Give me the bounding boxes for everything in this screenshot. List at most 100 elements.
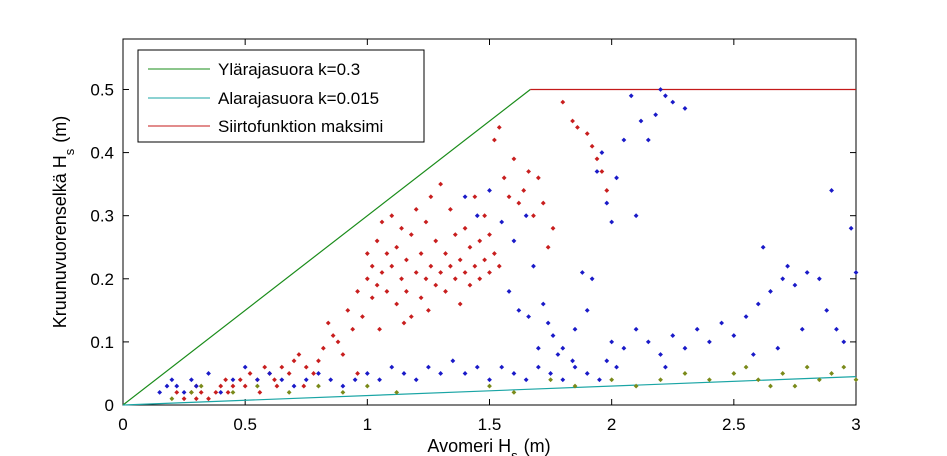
scatter-point-series-0 <box>377 326 382 332</box>
scatter-point-series-0 <box>467 282 473 288</box>
scatter-point-series-0 <box>206 396 211 402</box>
scatter-point-series-0 <box>311 371 316 376</box>
scatter-point-series-0 <box>364 276 370 282</box>
scatter-point-series-0 <box>452 276 458 282</box>
scatter-point-series-2 <box>731 371 737 376</box>
scatter-point-series-1 <box>731 333 737 338</box>
scatter-point-series-1 <box>560 377 566 383</box>
scatter-point-series-1 <box>474 364 480 370</box>
scatter-point-series-1 <box>462 194 468 200</box>
x-axis-ticks: 0 0.5 1 1.5 2 2.5 3 <box>118 39 861 434</box>
scatter-point-series-2 <box>853 377 859 383</box>
scatter-point-series-2 <box>804 364 810 370</box>
scatter-point-series-1 <box>755 301 761 307</box>
scatter-point-series-1 <box>572 364 578 370</box>
scatter-point-series-2 <box>286 389 292 395</box>
scatter-point-series-0 <box>438 270 444 275</box>
scatter-point-series-1 <box>523 377 529 383</box>
scatter-point-series-2 <box>169 396 175 402</box>
scatter-point-series-0 <box>399 276 404 282</box>
y-axis-label-sub: s <box>62 148 77 155</box>
scatter-point-series-1 <box>230 377 236 383</box>
scatter-point-series-0 <box>223 377 229 383</box>
scatter-point-series-1 <box>340 383 346 389</box>
scatter-point-series-0 <box>230 383 236 389</box>
scatter-point-series-1 <box>609 339 615 345</box>
scatter-point-series-0 <box>426 307 431 313</box>
scatter-point-series-0 <box>384 251 390 256</box>
scatter-point-series-1 <box>516 307 522 313</box>
scatter-point-series-0 <box>218 383 224 389</box>
scatter-point-series-0 <box>423 276 429 282</box>
scatter-point-series-2 <box>816 377 822 383</box>
scatter-point-series-1 <box>523 213 529 219</box>
scatter-point-series-1 <box>426 364 431 370</box>
scatter-point-series-0 <box>487 270 492 275</box>
scatter-point-series-0 <box>404 289 409 294</box>
scatter-point-series-0 <box>457 301 463 307</box>
scatter-point-series-0 <box>584 131 590 137</box>
scatter-point-series-1 <box>389 364 395 370</box>
scatter-point-series-1 <box>682 345 688 351</box>
scatter-point-series-2 <box>658 377 663 383</box>
y-tick-label: 0.5 <box>90 80 114 99</box>
scatter-point-series-1 <box>589 276 595 282</box>
scatter-point-series-1 <box>174 383 180 389</box>
scatter-point-series-0 <box>589 143 595 149</box>
scatter-point-series-1 <box>799 326 805 332</box>
scatter-point-series-1 <box>621 137 627 143</box>
scatter-point-series-0 <box>213 389 219 395</box>
scatter-point-series-0 <box>330 333 336 338</box>
scatter-point-series-1 <box>487 188 492 193</box>
scatter-point-series-0 <box>418 295 424 301</box>
legend-box <box>137 49 425 143</box>
y-tick-label: 0.1 <box>90 333 114 352</box>
x-tick-label: 2.5 <box>722 415 746 434</box>
scatter-point-series-0 <box>540 200 546 206</box>
scatter-point-series-0 <box>389 213 395 219</box>
scatter-point-series-0 <box>594 156 600 162</box>
scatter-point-series-0 <box>511 156 517 162</box>
scatter-point-series-2 <box>829 371 834 376</box>
scatter-point-series-1 <box>164 383 170 389</box>
legend-label-upper: Ylärajasuora k=0.3 <box>218 60 360 79</box>
scatter-point-series-1 <box>663 364 668 370</box>
scatter-point-series-1 <box>545 320 551 326</box>
scatter-point-series-1 <box>645 339 651 345</box>
scatter-point-series-2 <box>707 377 712 383</box>
scatter-point-series-1 <box>499 219 505 225</box>
scatter-point-series-1 <box>548 371 553 376</box>
scatter-point-series-1 <box>694 326 700 332</box>
x-tick-label: 3 <box>851 415 860 434</box>
scatter-point-series-1 <box>599 150 605 155</box>
scatter-point-series-1 <box>189 377 194 383</box>
scatter-point-series-1 <box>267 371 272 376</box>
scatter-point-series-1 <box>597 377 602 383</box>
scatter-point-series-0 <box>506 194 512 200</box>
scatter-point-series-2 <box>609 377 615 383</box>
scatter-point-series-1 <box>555 352 561 357</box>
scatter-point-series-0 <box>408 232 414 238</box>
scatter-point-series-1 <box>169 377 175 383</box>
scatter-point-series-0 <box>448 263 453 269</box>
scatter-point-series-0 <box>443 289 448 294</box>
scatter-point-series-1 <box>584 307 590 313</box>
scatter-point-series-0 <box>369 295 375 301</box>
scatter-point-series-0 <box>325 320 331 326</box>
scatter-point-series-0 <box>399 225 404 231</box>
scatter-point-series-2 <box>633 383 639 389</box>
scatter-point-series-1 <box>804 270 810 275</box>
x-axis-label: Avomeri Hs (m) <box>427 436 550 456</box>
scatter-point-series-0 <box>320 345 326 351</box>
scatter-point-series-1 <box>775 345 781 351</box>
scatter-point-series-0 <box>291 358 297 364</box>
scatter-point-series-0 <box>404 257 409 263</box>
scatter-point-series-0 <box>457 257 463 263</box>
scatter-point-series-1 <box>670 99 676 105</box>
scatter-point-series-1 <box>653 112 659 118</box>
scatter-point-series-0 <box>526 169 531 174</box>
scatter-point-series-1 <box>792 282 798 288</box>
scatter-point-series-2 <box>189 389 194 395</box>
scatter-point-series-1 <box>291 383 297 389</box>
scatter-point-series-1 <box>254 377 260 383</box>
